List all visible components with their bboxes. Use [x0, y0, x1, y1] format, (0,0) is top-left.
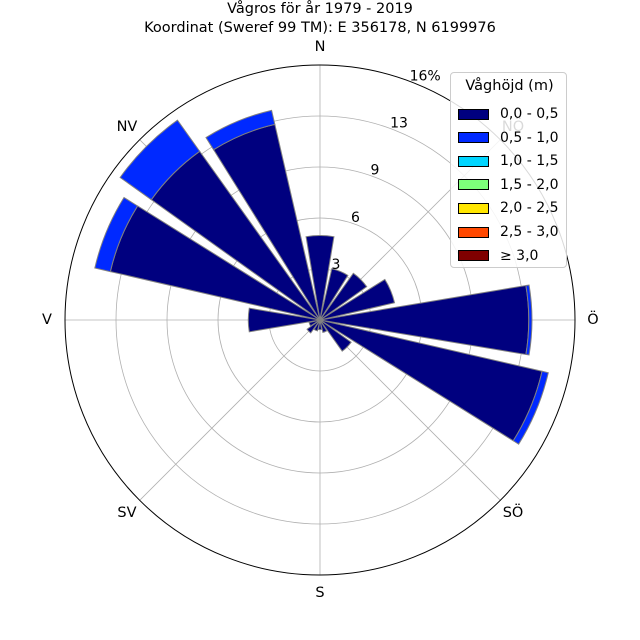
- radial-tick-label: 9: [371, 163, 380, 179]
- legend-item: 1,5 - 2,0: [458, 175, 558, 195]
- chart-subtitle: Koordinat (Sweref 99 TM): E 356178, N 61…: [144, 20, 496, 36]
- legend: Våghöjd (m) 0,0 - 0,5 0,5 - 1,0 1,0 - 1,5 1…: [450, 72, 567, 268]
- rose-bar: [525, 284, 533, 356]
- angular-grid-line: [139, 319, 321, 501]
- legend-label: 2,0 - 2,5: [500, 200, 559, 217]
- legend-swatch: [458, 108, 489, 120]
- legend-item: 1,0 - 1,5: [458, 151, 558, 171]
- rose-bar: [306, 319, 321, 334]
- direction-label: SÖ: [503, 503, 524, 521]
- legend-item: ≥ 3,0: [458, 246, 538, 266]
- radial-tick-label: 13: [390, 116, 408, 132]
- direction-label: Ö: [587, 310, 598, 328]
- legend-swatch: [458, 155, 489, 167]
- rose-bar: [205, 109, 276, 151]
- rose-bar: [308, 319, 321, 327]
- direction-label: N: [315, 39, 326, 55]
- legend-item: 0,5 - 1,0: [458, 128, 558, 148]
- direction-label: SV: [117, 505, 136, 521]
- rose-bars: [94, 109, 549, 445]
- legend-label: 0,0 - 0,5: [500, 106, 559, 122]
- legend-label: 1,0 - 1,5: [500, 153, 559, 170]
- legend-label: ≥ 3,0: [500, 247, 539, 264]
- rose-bar: [512, 370, 549, 445]
- radial-tick-label: 6: [351, 210, 360, 226]
- legend-swatch: [458, 132, 489, 144]
- legend-label: 0,5 - 1,0: [500, 129, 559, 146]
- chart-title: Vågros för år 1979 - 2019: [227, 1, 413, 17]
- direction-label: S: [315, 585, 324, 601]
- legend-label: 1,5 - 2,0: [500, 176, 559, 193]
- rose-bar: [319, 272, 368, 321]
- rose-bar: [94, 196, 139, 273]
- rose-bar: [319, 319, 328, 334]
- rose-bar: [319, 278, 396, 321]
- legend-label: 2,5 - 3,0: [500, 224, 559, 240]
- angular-grid-line: [319, 319, 501, 501]
- legend-swatch: [458, 250, 489, 262]
- legend-swatch: [458, 179, 489, 191]
- rose-bar: [317, 319, 323, 331]
- legend-title: Våghöjd (m): [465, 78, 554, 94]
- radial-tick-label: 16%: [410, 68, 441, 84]
- direction-label: V: [42, 312, 52, 328]
- direction-label: NV: [117, 119, 138, 135]
- legend-item: 0,0 - 0,5: [458, 104, 558, 124]
- legend-swatch: [458, 226, 489, 238]
- rose-bar: [319, 319, 352, 352]
- legend-item: 2,5 - 3,0: [458, 222, 558, 242]
- rose-bar: [305, 235, 335, 321]
- legend-swatch: [458, 202, 489, 214]
- legend-item: 2,0 - 2,5: [458, 198, 558, 218]
- rose-bar: [247, 307, 321, 333]
- radial-tick-label: 3: [332, 257, 341, 273]
- rose-bar: [119, 119, 201, 201]
- outer-circle: [64, 64, 576, 576]
- rose-bar: [319, 268, 349, 321]
